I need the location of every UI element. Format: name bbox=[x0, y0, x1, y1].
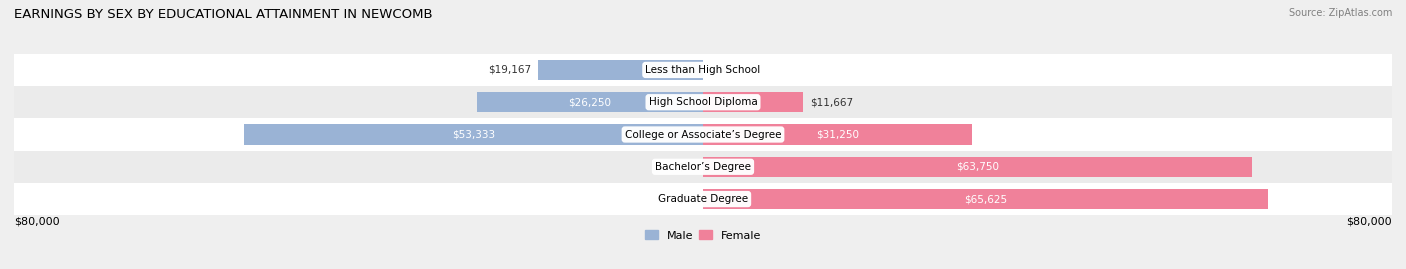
Bar bbox=[14, 183, 1392, 215]
Bar bbox=[703, 125, 972, 144]
Text: $65,625: $65,625 bbox=[965, 194, 1007, 204]
Text: $31,250: $31,250 bbox=[815, 129, 859, 140]
Bar bbox=[703, 189, 1268, 209]
Text: Source: ZipAtlas.com: Source: ZipAtlas.com bbox=[1288, 8, 1392, 18]
Bar bbox=[14, 151, 1392, 183]
Bar bbox=[14, 54, 1392, 86]
Text: $0: $0 bbox=[676, 162, 690, 172]
Bar bbox=[243, 125, 703, 144]
Bar bbox=[477, 92, 703, 112]
Bar bbox=[703, 157, 1251, 177]
Text: $0: $0 bbox=[716, 65, 730, 75]
Text: High School Diploma: High School Diploma bbox=[648, 97, 758, 107]
Text: $80,000: $80,000 bbox=[14, 217, 59, 227]
Text: $63,750: $63,750 bbox=[956, 162, 1000, 172]
Bar bbox=[14, 86, 1392, 118]
Legend: Male, Female: Male, Female bbox=[640, 226, 766, 245]
Text: $26,250: $26,250 bbox=[568, 97, 612, 107]
Text: Graduate Degree: Graduate Degree bbox=[658, 194, 748, 204]
Text: $0: $0 bbox=[676, 194, 690, 204]
Text: EARNINGS BY SEX BY EDUCATIONAL ATTAINMENT IN NEWCOMB: EARNINGS BY SEX BY EDUCATIONAL ATTAINMEN… bbox=[14, 8, 433, 21]
Text: College or Associate’s Degree: College or Associate’s Degree bbox=[624, 129, 782, 140]
Text: $53,333: $53,333 bbox=[451, 129, 495, 140]
Text: $80,000: $80,000 bbox=[1347, 217, 1392, 227]
Bar bbox=[14, 118, 1392, 151]
Text: $19,167: $19,167 bbox=[488, 65, 531, 75]
Text: Less than High School: Less than High School bbox=[645, 65, 761, 75]
Bar bbox=[538, 60, 703, 80]
Text: Bachelor’s Degree: Bachelor’s Degree bbox=[655, 162, 751, 172]
Text: $11,667: $11,667 bbox=[810, 97, 853, 107]
Bar bbox=[703, 92, 803, 112]
